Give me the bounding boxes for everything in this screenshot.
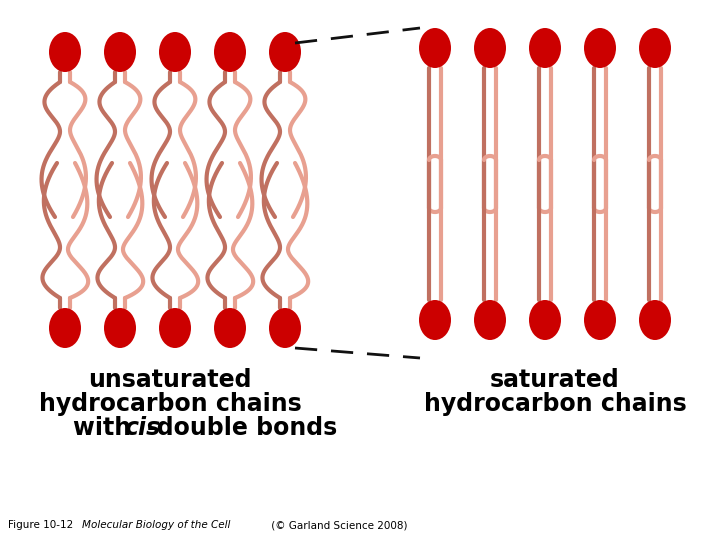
Ellipse shape bbox=[269, 32, 301, 72]
Ellipse shape bbox=[49, 308, 81, 348]
Ellipse shape bbox=[474, 300, 506, 340]
Ellipse shape bbox=[159, 308, 191, 348]
Text: cis: cis bbox=[124, 416, 161, 440]
Ellipse shape bbox=[159, 32, 191, 72]
Text: Figure 10-12: Figure 10-12 bbox=[8, 520, 80, 530]
Ellipse shape bbox=[214, 308, 246, 348]
Text: saturated: saturated bbox=[490, 368, 620, 392]
Ellipse shape bbox=[584, 28, 616, 68]
Ellipse shape bbox=[584, 300, 616, 340]
Ellipse shape bbox=[474, 28, 506, 68]
Ellipse shape bbox=[49, 32, 81, 72]
Text: -double bonds: -double bonds bbox=[147, 416, 337, 440]
Ellipse shape bbox=[529, 28, 561, 68]
Ellipse shape bbox=[639, 28, 671, 68]
Text: hydrocarbon chains: hydrocarbon chains bbox=[39, 392, 302, 416]
Ellipse shape bbox=[104, 32, 136, 72]
Ellipse shape bbox=[529, 300, 561, 340]
Text: (© Garland Science 2008): (© Garland Science 2008) bbox=[268, 520, 408, 530]
Text: Molecular Biology of the Cell: Molecular Biology of the Cell bbox=[82, 520, 230, 530]
Ellipse shape bbox=[419, 300, 451, 340]
Text: unsaturated: unsaturated bbox=[89, 368, 252, 392]
Text: hydrocarbon chains: hydrocarbon chains bbox=[423, 392, 686, 416]
Text: with: with bbox=[73, 416, 140, 440]
Ellipse shape bbox=[639, 300, 671, 340]
Ellipse shape bbox=[214, 32, 246, 72]
Ellipse shape bbox=[419, 28, 451, 68]
Ellipse shape bbox=[104, 308, 136, 348]
Ellipse shape bbox=[269, 308, 301, 348]
